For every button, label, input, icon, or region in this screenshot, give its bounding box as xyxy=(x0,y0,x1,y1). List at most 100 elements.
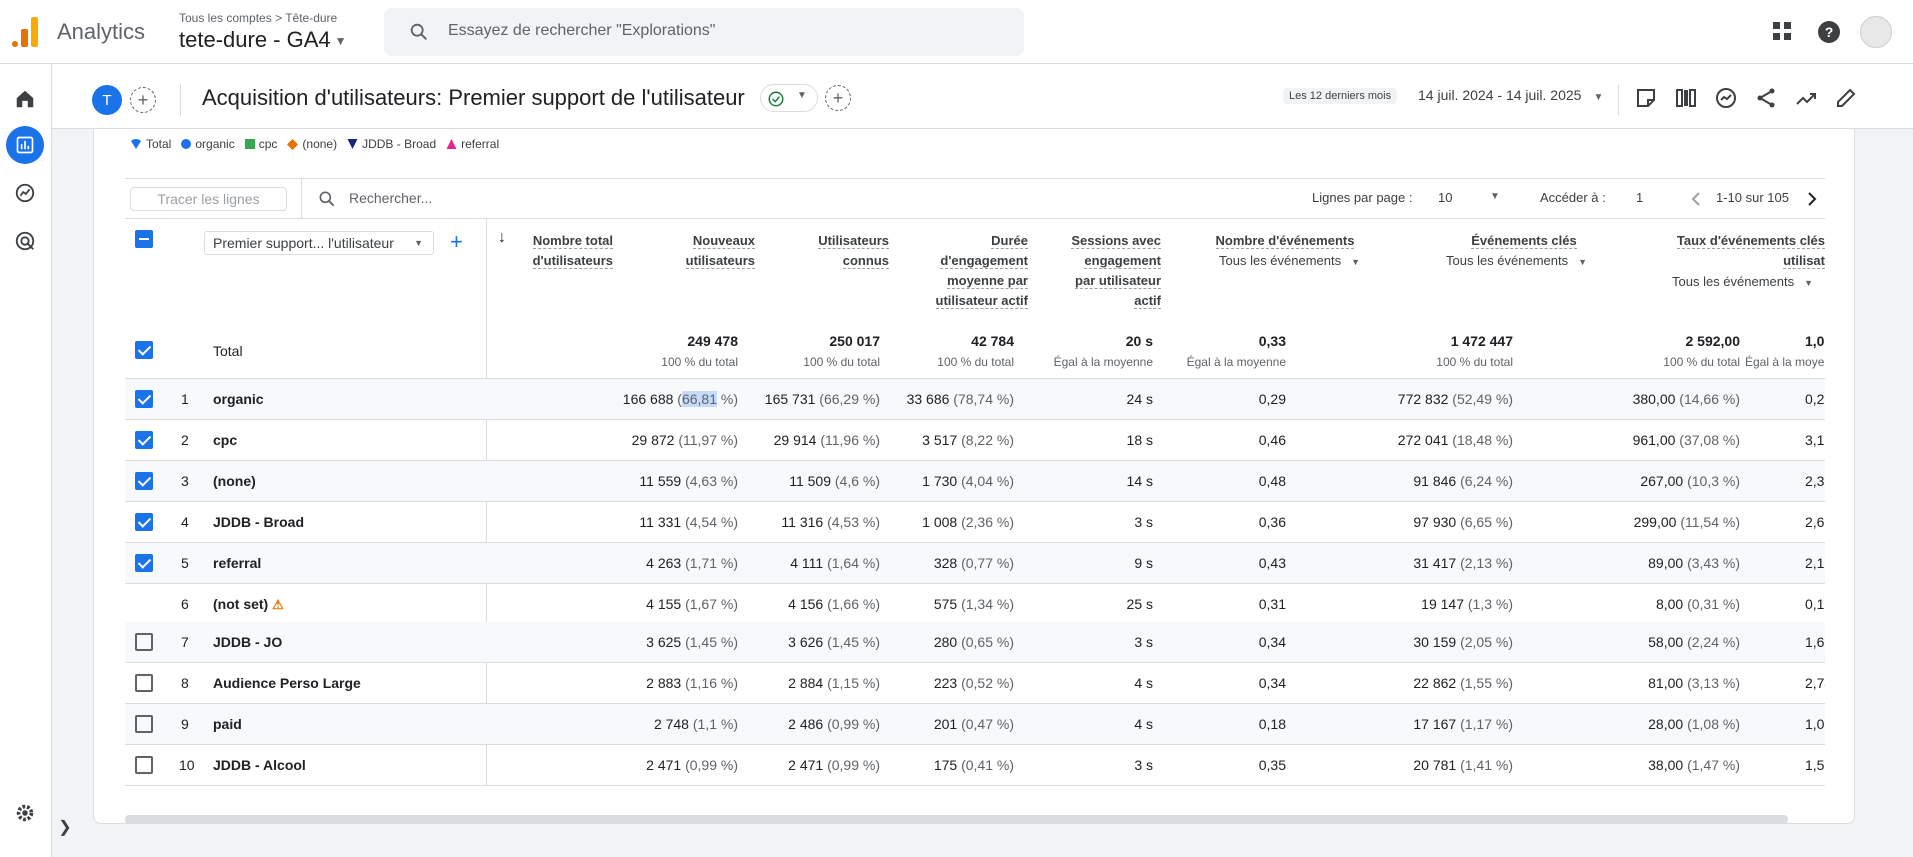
rows-per-page-select[interactable]: 10 ▼ xyxy=(1438,190,1500,205)
table-row[interactable]: 5 referral 4 263 (1,71 %) 4 111 (1,64 %) 328… xyxy=(125,543,1825,584)
key-event-rate-filter-dropdown[interactable]: Tous les événements ▼ xyxy=(1672,274,1814,289)
col-header-key-event-rate[interactable]: Taux d'événements clés utilisat xyxy=(1676,233,1825,269)
add-dimension-button[interactable]: + xyxy=(450,229,463,254)
compare-columns-icon[interactable] xyxy=(1674,86,1698,110)
row-checkbox[interactable] xyxy=(135,554,153,572)
breadcrumb[interactable]: Tous les comptes > Tête-dure xyxy=(179,11,337,25)
table-row[interactable]: 7 JDDB - JO 3 625 (1,45 %) 3 626 (1,45 %) 28… xyxy=(125,622,1825,663)
row-dimension-value[interactable]: JDDB - Alcool xyxy=(213,757,306,773)
apps-grid-icon[interactable] xyxy=(1771,20,1793,42)
table-row[interactable]: 1 organic 166 688 (66,81 %) 165 731 (66,29 … xyxy=(125,379,1825,420)
add-comparison-button[interactable]: + xyxy=(130,87,156,113)
legend-item-organic[interactable]: organic xyxy=(181,137,235,151)
row-checkbox[interactable] xyxy=(135,431,153,449)
col-header-key-events[interactable]: Événements clés xyxy=(1471,233,1577,249)
prev-page-chevron-icon[interactable] xyxy=(1689,191,1703,207)
row-dimension-value[interactable]: Audience Perso Large xyxy=(213,675,361,691)
legend-item-jddb-broad[interactable]: JDDB - Broad xyxy=(347,137,436,151)
row-checkbox[interactable] xyxy=(135,513,153,531)
key-event-filter-dropdown[interactable]: Tous les événements ▼ xyxy=(1446,253,1588,268)
breadcrumb-root[interactable]: Tous les comptes xyxy=(179,11,272,25)
metric-cell: 4 156 (1,66 %) xyxy=(788,596,880,612)
edit-pencil-icon[interactable] xyxy=(1834,86,1858,110)
total-row-checkbox[interactable] xyxy=(135,341,153,359)
advertising-icon[interactable] xyxy=(6,222,44,260)
report-status-dropdown[interactable]: ▼ xyxy=(760,84,818,112)
sort-descending-arrow-icon[interactable]: ↓ xyxy=(498,229,506,246)
breadcrumb-account[interactable]: Tête-dure xyxy=(285,11,338,25)
dimension-selector[interactable]: Premier support... l'utilisateur ▼ xyxy=(204,231,434,255)
explore-icon[interactable] xyxy=(6,174,44,212)
search-bar[interactable]: Essayez de rechercher "Explorations" xyxy=(384,8,1024,56)
legend-item-none[interactable]: (none) xyxy=(287,137,337,151)
goto-page-input[interactable]: 1 xyxy=(1636,190,1644,205)
col-header-new-users[interactable]: Nouveaux utilisateurs xyxy=(685,233,755,269)
row-rank: 9 xyxy=(181,716,189,732)
legend-item-referral[interactable]: referral xyxy=(446,137,499,151)
property-selector[interactable]: tete-dure - GA4 ▼ xyxy=(179,27,347,53)
analytics-logo-icon[interactable] xyxy=(12,17,38,47)
next-page-chevron-icon[interactable] xyxy=(1805,191,1819,207)
row-dimension-value[interactable]: referral xyxy=(213,555,262,571)
table-row[interactable]: 2 cpc 29 872 (11,97 %) 29 914 (11,96 %) 3 51… xyxy=(125,420,1825,461)
metric-cell: 14 s xyxy=(1126,473,1153,489)
comparison-avatar[interactable]: T xyxy=(92,85,122,115)
warning-icon[interactable]: ⚠ xyxy=(272,597,284,612)
row-dimension-value[interactable]: (none) xyxy=(213,473,256,489)
row-checkbox[interactable] xyxy=(135,472,153,490)
account-avatar[interactable] xyxy=(1860,16,1892,48)
legend-triangle-up-icon xyxy=(446,139,457,149)
row-checkbox[interactable] xyxy=(135,633,153,651)
table-row[interactable]: 10 JDDB - Alcool 2 471 (0,99 %) 2 471 (0,99… xyxy=(125,745,1825,786)
report-card xyxy=(93,64,1855,824)
table-row[interactable]: 8 Audience Perso Large 2 883 (1,16 %) 2 884… xyxy=(125,663,1825,704)
plot-rows-button[interactable]: Tracer les lignes xyxy=(130,187,287,211)
event-filter-dropdown[interactable]: Tous les événements ▼ xyxy=(1219,253,1361,268)
col-header-returning-users[interactable]: Utilisateurs connus xyxy=(818,233,889,269)
row-dimension-value[interactable]: paid xyxy=(213,716,242,732)
metric-cell: 1,07 xyxy=(1805,716,1825,732)
col-header-event-count[interactable]: Nombre d'événements xyxy=(1215,233,1355,249)
row-rank: 8 xyxy=(181,675,189,691)
metric-cell: 3 625 (1,45 %) xyxy=(646,634,738,650)
toolbar-divider xyxy=(301,179,302,219)
caret-down-icon: ▼ xyxy=(1578,257,1588,267)
table-row[interactable]: 4 JDDB - Broad 11 331 (4,54 %) 11 316 (4,53… xyxy=(125,502,1825,543)
horizontal-scrollbar[interactable] xyxy=(125,815,1788,824)
home-icon[interactable] xyxy=(6,80,44,118)
help-icon[interactable]: ? xyxy=(1817,20,1841,44)
settings-gear-icon[interactable] xyxy=(6,794,44,832)
row-checkbox[interactable] xyxy=(135,756,153,774)
row-checkbox[interactable] xyxy=(135,390,153,408)
share-icon[interactable] xyxy=(1754,86,1778,110)
reports-icon[interactable] xyxy=(6,126,44,164)
expand-nav-chevron-icon[interactable]: ❯ xyxy=(58,819,72,836)
row-checkbox[interactable] xyxy=(135,715,153,733)
table-row[interactable]: 6 (not set) ⚠ 4 155 (1,67 %) 4 156 (1,66 %)… xyxy=(125,584,1825,625)
metric-cell: 3,19 xyxy=(1805,432,1825,448)
add-card-button[interactable]: + xyxy=(825,85,851,111)
row-dimension-value[interactable]: JDDB - Broad xyxy=(213,514,305,530)
insights-icon[interactable] xyxy=(1714,86,1738,110)
select-all-checkbox[interactable] xyxy=(135,230,153,248)
col-header-total-users[interactable]: Nombre total d'utilisateurs xyxy=(532,233,613,269)
caret-down-icon: ▼ xyxy=(334,34,347,49)
row-dimension-value[interactable]: organic xyxy=(213,391,264,407)
row-dimension-value[interactable]: (not set) ⚠ xyxy=(213,596,284,612)
col-header-engaged-sessions[interactable]: Sessions avec engagement par utilisateur ac… xyxy=(1071,233,1161,309)
metric-cell: 11 509 (4,6 %) xyxy=(789,473,880,489)
date-range-picker[interactable]: 14 juil. 2024 - 14 juil. 2025 ▼ xyxy=(1418,87,1603,103)
row-dimension-value[interactable]: JDDB - JO xyxy=(213,634,283,650)
legend-item-total[interactable]: Total xyxy=(130,137,171,151)
metric-cell: 272 041 (18,48 %) xyxy=(1397,432,1513,448)
caret-down-icon: ▼ xyxy=(1804,278,1814,288)
col-header-avg-engagement[interactable]: Durée d'engagement moyenne par utilisateur … xyxy=(935,233,1028,309)
insights-note-icon[interactable] xyxy=(1634,86,1658,110)
row-dimension-value[interactable]: cpc xyxy=(213,432,238,448)
table-row[interactable]: 9 paid 2 748 (1,1 %) 2 486 (0,99 %) 201 (0,4… xyxy=(125,704,1825,745)
table-row[interactable]: 3 (none) 11 559 (4,63 %) 11 509 (4,6 %) 1 73… xyxy=(125,461,1825,502)
trend-sparkle-icon[interactable] xyxy=(1794,86,1818,110)
legend-item-cpc[interactable]: cpc xyxy=(244,137,277,151)
table-search-input[interactable]: Rechercher... xyxy=(349,190,433,206)
row-checkbox[interactable] xyxy=(135,674,153,692)
